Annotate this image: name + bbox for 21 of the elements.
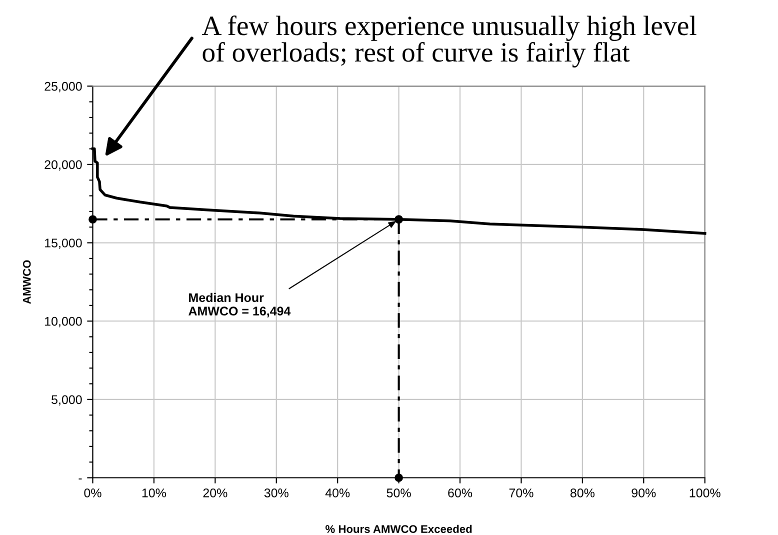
x-tick-label: 0% xyxy=(84,488,102,498)
x-tick-label: 90% xyxy=(632,488,656,498)
y-axis-title: AMWCO xyxy=(22,260,31,304)
x-tick-label: 80% xyxy=(570,488,595,498)
y-tick-label: - xyxy=(78,478,82,480)
text: A few hours experience unusually high level of overloads; rest of curve is fairly flat xyxy=(202,15,696,68)
x-tick-label: 60% xyxy=(448,488,472,498)
x-tick-label: 10% xyxy=(142,488,166,498)
annotation: Median Hour AMWCO = 16,494 xyxy=(188,292,291,318)
y-tick-label: 25,000 xyxy=(44,82,82,92)
x-tick-label: 70% xyxy=(509,488,534,498)
x-tick-label: 30% xyxy=(264,488,288,498)
y-tick-label: 15,000 xyxy=(45,238,82,249)
x-tick-label: 40% xyxy=(325,488,350,498)
x-tick-label: 100% xyxy=(690,488,720,498)
x-tick-label: 20% xyxy=(203,488,228,498)
y-tick-label: 5,000 xyxy=(52,395,82,406)
x-tick-label: 50% xyxy=(386,488,411,498)
x-axis-title: % Hours AMWCO Exceeded xyxy=(326,524,472,533)
y-tick-label: 20,000 xyxy=(44,160,82,171)
y-tick-label: 10,000 xyxy=(45,316,82,328)
